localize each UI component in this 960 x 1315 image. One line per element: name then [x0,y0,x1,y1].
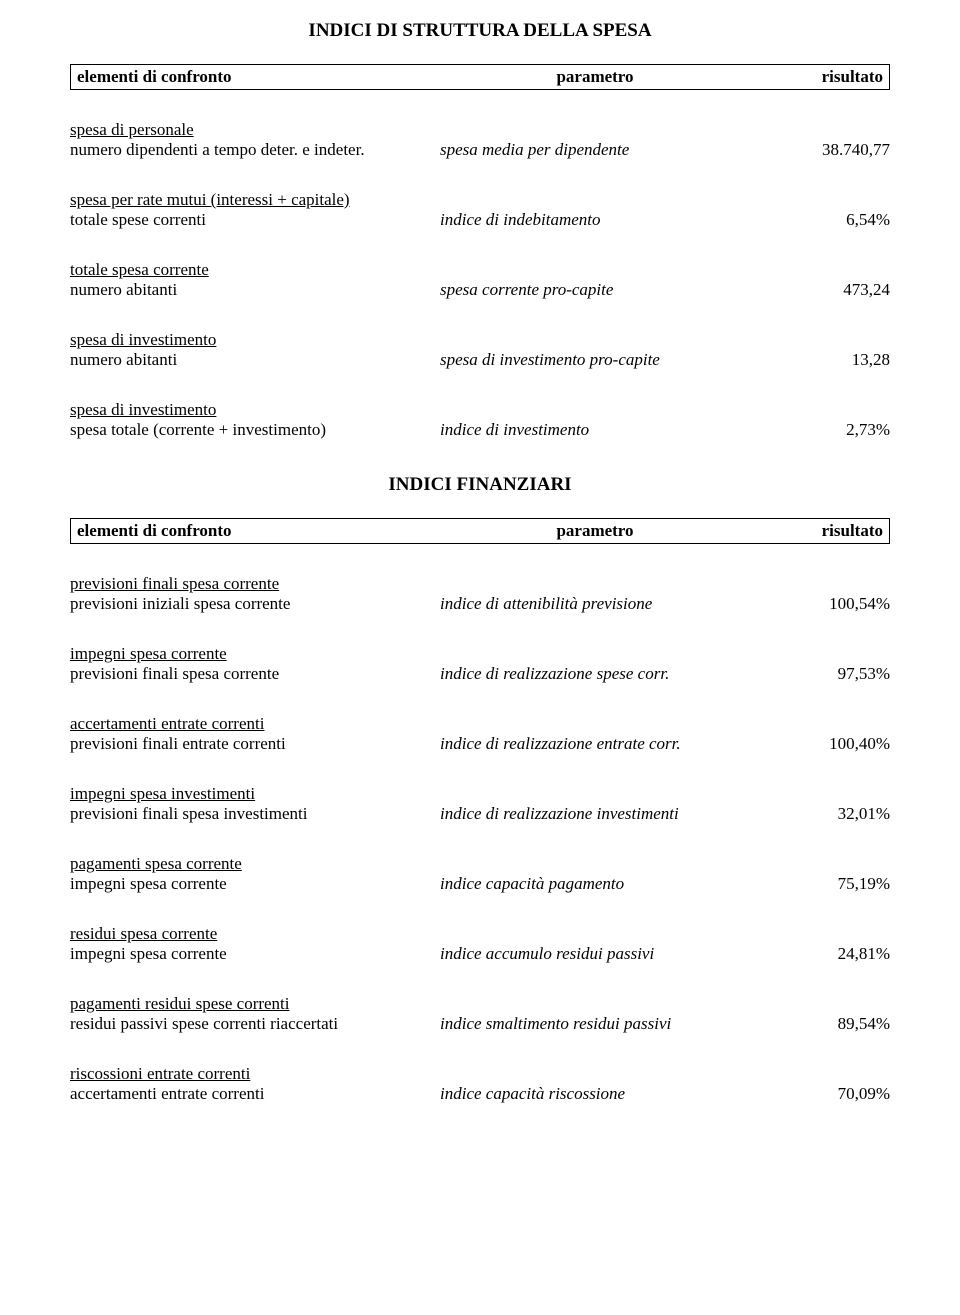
denominator-label: accertamenti entrate correnti [70,1084,430,1104]
denominator-label: impegni spesa corrente [70,874,430,894]
numerator-label: totale spesa corrente [70,260,430,280]
metric-row: residui spesa correnteimpegni spesa corr… [70,924,890,964]
parameter-label: indice di realizzazione spese corr. [440,644,750,684]
result-value: 13,28 [750,330,890,370]
parameter-label: indice smaltimento residui passivi [440,994,750,1034]
denominator-label: numero abitanti [70,280,430,300]
metric-fraction: spesa di investimentospesa totale (corre… [70,400,440,440]
header-col3: risultato [750,518,890,544]
metric-row: pagamenti residui spese correntiresidui … [70,994,890,1034]
metric-row: pagamenti spesa correnteimpegni spesa co… [70,854,890,894]
denominator-label: residui passivi spese correnti riaccerta… [70,1014,430,1034]
denominator-label: numero dipendenti a tempo deter. e indet… [70,140,430,160]
result-value: 38.740,77 [750,120,890,160]
parameter-label: indice di investimento [440,400,750,440]
numerator-label: spesa di personale [70,120,430,140]
metric-fraction: impegni spesa correnteprevisioni finali … [70,644,440,684]
numerator-label: spesa di investimento [70,330,430,350]
metric-row: spesa per rate mutui (interessi + capita… [70,190,890,230]
result-value: 100,40% [750,714,890,754]
numerator-label: pagamenti residui spese correnti [70,994,430,1014]
parameter-label: spesa di investimento pro-capite [440,330,750,370]
metric-row: totale spesa correntenumero abitantispes… [70,260,890,300]
metric-fraction: residui spesa correnteimpegni spesa corr… [70,924,440,964]
metric-row: spesa di personalenumero dipendenti a te… [70,120,890,160]
result-value: 24,81% [750,924,890,964]
denominator-label: previsioni finali entrate correnti [70,734,430,754]
denominator-label: totale spese correnti [70,210,430,230]
parameter-label: indice di realizzazione entrate corr. [440,714,750,754]
result-value: 97,53% [750,644,890,684]
metric-row: riscossioni entrate correntiaccertamenti… [70,1064,890,1104]
metric-fraction: accertamenti entrate correntiprevisioni … [70,714,440,754]
section-finanziari: previsioni finali spesa correnteprevisio… [70,574,890,1104]
header-col1: elementi di confronto [70,518,440,544]
denominator-label: numero abitanti [70,350,430,370]
document-page: INDICI DI STRUTTURA DELLA SPESA elementi… [0,0,960,1144]
table-header: elementi di confronto parametro risultat… [70,518,890,544]
metric-fraction: totale spesa correntenumero abitanti [70,260,440,300]
metric-fraction: spesa per rate mutui (interessi + capita… [70,190,440,230]
header-col2: parametro [440,518,750,544]
denominator-label: spesa totale (corrente + investimento) [70,420,430,440]
result-value: 75,19% [750,854,890,894]
denominator-label: impegni spesa corrente [70,944,430,964]
metric-fraction: impegni spesa investimentiprevisioni fin… [70,784,440,824]
metric-row: accertamenti entrate correntiprevisioni … [70,714,890,754]
metric-fraction: pagamenti spesa correnteimpegni spesa co… [70,854,440,894]
metric-fraction: pagamenti residui spese correntiresidui … [70,994,440,1034]
numerator-label: pagamenti spesa corrente [70,854,430,874]
metric-row: impegni spesa investimentiprevisioni fin… [70,784,890,824]
metric-row: spesa di investimentospesa totale (corre… [70,400,890,440]
table-header: elementi di confronto parametro risultat… [70,64,890,90]
denominator-label: previsioni finali spesa corrente [70,664,430,684]
metric-row: impegni spesa correnteprevisioni finali … [70,644,890,684]
parameter-label: spesa media per dipendente [440,120,750,160]
metric-fraction: spesa di personalenumero dipendenti a te… [70,120,440,160]
metric-fraction: riscossioni entrate correntiaccertamenti… [70,1064,440,1104]
metric-row: previsioni finali spesa correnteprevisio… [70,574,890,614]
result-value: 32,01% [750,784,890,824]
parameter-label: indice accumulo residui passivi [440,924,750,964]
parameter-label: indice di realizzazione investimenti [440,784,750,824]
page-title: INDICI DI STRUTTURA DELLA SPESA [70,20,890,42]
metric-fraction: spesa di investimentonumero abitanti [70,330,440,370]
parameter-label: indice di indebitamento [440,190,750,230]
numerator-label: impegni spesa corrente [70,644,430,664]
numerator-label: spesa di investimento [70,400,430,420]
result-value: 89,54% [750,994,890,1034]
result-value: 473,24 [750,260,890,300]
section-title-finanziari: INDICI FINANZIARI [70,474,890,496]
parameter-label: spesa corrente pro-capite [440,260,750,300]
header-col2: parametro [440,64,750,90]
denominator-label: previsioni finali spesa investimenti [70,804,430,824]
numerator-label: residui spesa corrente [70,924,430,944]
denominator-label: previsioni iniziali spesa corrente [70,594,430,614]
section-struttura: spesa di personalenumero dipendenti a te… [70,120,890,440]
result-value: 70,09% [750,1064,890,1104]
result-value: 2,73% [750,400,890,440]
result-value: 100,54% [750,574,890,614]
metric-row: spesa di investimentonumero abitantispes… [70,330,890,370]
parameter-label: indice capacità pagamento [440,854,750,894]
numerator-label: impegni spesa investimenti [70,784,430,804]
parameter-label: indice di attenibilità previsione [440,574,750,614]
header-col1: elementi di confronto [70,64,440,90]
numerator-label: spesa per rate mutui (interessi + capita… [70,190,430,210]
numerator-label: riscossioni entrate correnti [70,1064,430,1084]
parameter-label: indice capacità riscossione [440,1064,750,1104]
metric-fraction: previsioni finali spesa correnteprevisio… [70,574,440,614]
header-col3: risultato [750,64,890,90]
numerator-label: previsioni finali spesa corrente [70,574,430,594]
numerator-label: accertamenti entrate correnti [70,714,430,734]
result-value: 6,54% [750,190,890,230]
